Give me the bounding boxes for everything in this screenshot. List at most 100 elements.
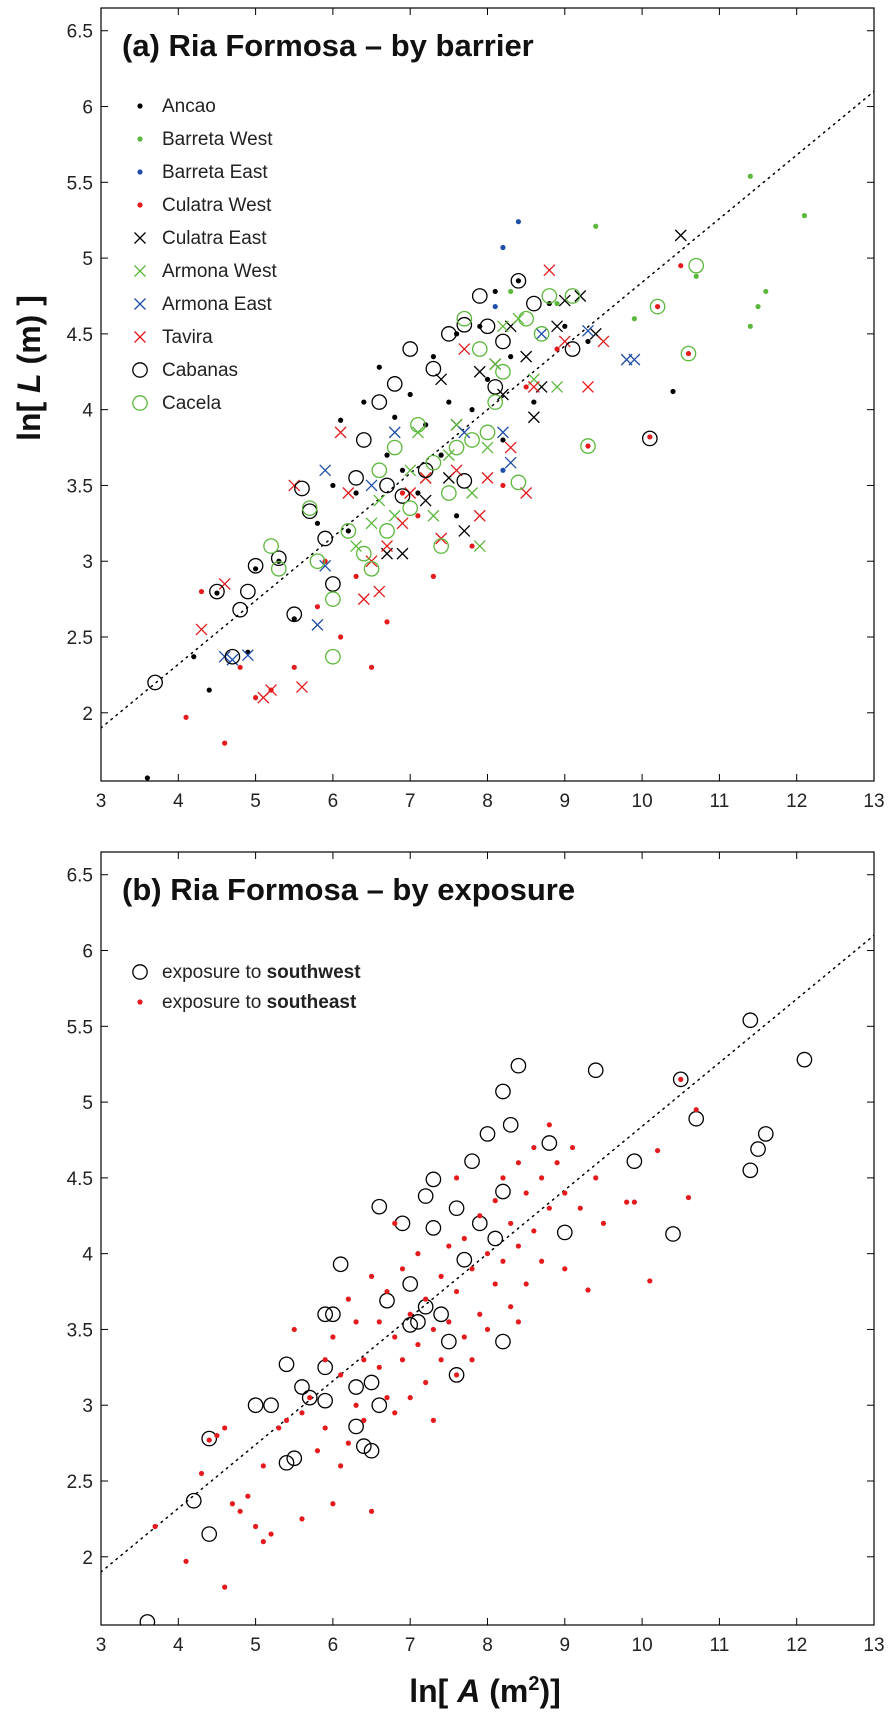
data-point: [647, 1278, 653, 1284]
data-point: [458, 343, 471, 355]
data-point: [407, 391, 413, 398]
data-point: [240, 583, 256, 600]
data-point: [399, 490, 406, 496]
data-point: [624, 1199, 630, 1205]
data-point: [495, 1183, 511, 1200]
series-0: [144, 278, 676, 781]
data-point: [423, 1296, 429, 1302]
data-point: [396, 517, 409, 530]
data-point: [526, 295, 542, 312]
x-tick-label: 3: [96, 791, 107, 812]
data-point: [345, 1440, 351, 1446]
data-point: [247, 1397, 264, 1414]
data-point: [299, 1516, 305, 1522]
data-point: [500, 467, 506, 473]
data-point: [654, 303, 661, 310]
data-point: [314, 1448, 321, 1454]
data-point: [386, 439, 403, 456]
legend-marker: [134, 265, 146, 277]
data-point: [314, 604, 321, 610]
data-point: [229, 1501, 236, 1507]
data-point: [263, 1397, 279, 1414]
data-point: [402, 500, 419, 517]
data-point: [600, 1220, 607, 1226]
data-point: [597, 335, 610, 348]
y-tick-label: 4: [82, 1245, 93, 1266]
data-point: [368, 1273, 375, 1279]
data-point: [245, 1493, 251, 1499]
y-tick-label: 6.5: [67, 866, 93, 887]
data-point: [419, 494, 432, 507]
data-point: [500, 437, 506, 443]
data-point: [417, 1188, 434, 1204]
data-point: [371, 462, 388, 479]
data-point: [466, 487, 478, 499]
data-point: [301, 500, 318, 517]
x-tick-label: 13: [863, 791, 884, 812]
data-point: [520, 350, 533, 363]
x-tick-label: 4: [173, 791, 184, 812]
data-point: [442, 449, 455, 462]
data-point: [535, 327, 548, 340]
y-tick-label: 3.5: [67, 1320, 93, 1341]
data-point: [446, 1319, 452, 1325]
legend-label: Armona East: [162, 294, 273, 315]
data-point: [319, 464, 332, 477]
data-point: [518, 310, 535, 327]
data-point: [291, 1326, 297, 1333]
data-point: [368, 664, 375, 670]
data-point: [453, 1372, 460, 1378]
y-tick-label: 6.5: [67, 22, 93, 43]
data-point: [191, 654, 197, 660]
data-point: [301, 1389, 318, 1406]
y-tick-label: 4.5: [67, 1169, 93, 1190]
data-point: [500, 1175, 506, 1181]
data-point: [479, 424, 496, 441]
data-point: [531, 399, 537, 405]
legend-marker: [132, 362, 148, 378]
data-point: [355, 545, 372, 562]
data-point: [291, 664, 297, 670]
data-point: [678, 263, 684, 269]
data-point: [763, 288, 769, 295]
data-point: [139, 1614, 156, 1625]
data-point: [508, 354, 514, 360]
legend-marker: [132, 395, 148, 411]
series-0: [139, 1012, 813, 1625]
data-point: [311, 618, 324, 631]
data-point: [286, 1450, 303, 1467]
data-point: [206, 687, 212, 693]
data-point: [461, 1334, 467, 1340]
data-point: [438, 1273, 444, 1279]
data-point: [348, 1418, 364, 1435]
data-point: [276, 1425, 282, 1431]
data-point: [371, 1198, 388, 1215]
data-point: [270, 550, 287, 567]
data-point: [487, 394, 504, 410]
data-point: [453, 513, 460, 519]
data-point: [325, 1306, 341, 1323]
y-tick-label: 2.5: [67, 1472, 93, 1493]
data-point: [433, 538, 449, 554]
legend-marker: [137, 202, 143, 208]
data-point: [693, 273, 699, 279]
data-point: [265, 684, 278, 697]
data-point: [585, 338, 591, 345]
data-point: [546, 1122, 552, 1128]
data-point: [381, 540, 393, 553]
data-point: [523, 1190, 529, 1196]
data-point: [353, 1319, 359, 1325]
data-point: [564, 341, 581, 357]
x-tick-label: 10: [632, 791, 653, 812]
data-point: [392, 414, 398, 420]
data-point: [484, 376, 491, 382]
panel-b-by-exposure: 3 4 5 6 7 8 9 10 11 12 13 2 2.5 3 3.5 4 4.5 5 5.5 6 6.5 (b) R…: [67, 851, 885, 1656]
data-point: [523, 384, 529, 390]
data-point: [585, 443, 591, 449]
data-point: [551, 380, 564, 393]
data-point: [399, 1357, 406, 1363]
data-point: [551, 320, 564, 333]
y-tick-label: 3.5: [67, 476, 93, 497]
